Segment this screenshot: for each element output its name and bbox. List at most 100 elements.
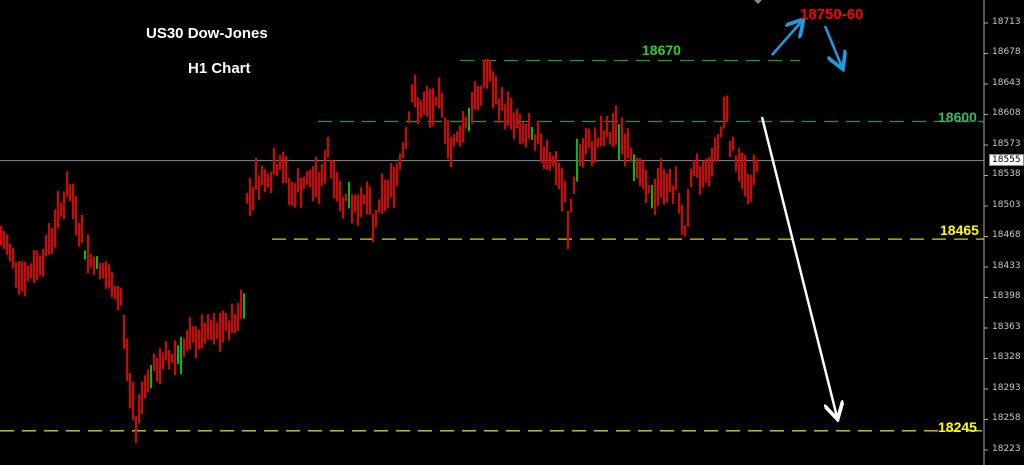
price-bar [12,247,14,269]
price-bar [186,329,188,351]
price-bar [654,178,656,216]
price-bar [711,147,713,177]
price-bar [138,394,140,424]
price-bar [276,163,278,177]
price-bar [108,264,110,289]
price-bar [240,289,242,319]
price-bar [579,143,581,167]
price-bar [597,137,599,148]
price-bar [561,168,563,212]
price-bar [708,157,710,187]
price-bar [609,132,611,145]
price-bar [303,176,305,190]
price-bar [21,261,23,292]
price-bar [642,160,644,189]
scroll-marker-icon [754,0,762,4]
price-bar [588,128,590,148]
price-bar [117,285,119,311]
price-bar [48,223,50,255]
price-bar [714,137,716,162]
current-price-label: 18555 [989,154,1024,166]
price-bar [237,303,239,332]
price-bar [732,136,734,152]
price-bar [390,162,392,198]
price-bar [531,127,533,140]
price-bar [18,260,20,295]
chart-subtitle: H1 Chart [188,60,251,77]
price-bar [687,188,689,227]
price-bar [570,198,572,213]
price-bar [45,235,47,257]
price-bar [720,126,722,138]
price-bar [75,196,77,236]
price-bar [189,317,191,350]
price-bar [696,153,698,178]
price-bar [525,123,527,148]
price-bar [621,117,623,155]
price-bar [402,142,404,159]
price-bar [663,169,665,205]
price-bar [225,312,227,332]
price-bar [678,192,680,214]
price-bar [498,98,500,124]
price-bar [495,76,497,105]
price-bar [468,107,470,132]
price-bar [444,117,446,144]
price-bar [9,243,11,262]
price-bar [534,134,536,151]
price-bar [270,171,272,194]
price-bar [366,181,368,215]
price-bar [129,372,131,409]
price-bar [228,320,230,341]
price-bar [105,261,107,289]
price-bar [309,169,311,188]
price-bar [147,369,149,393]
price-bar [615,105,617,145]
level-label-18465: 18465 [940,222,979,238]
price-bar [540,133,542,163]
price-bar [39,255,41,276]
price-bar [591,140,593,167]
price-bar [135,416,137,444]
price-bar [489,59,491,82]
price-bar [231,303,233,333]
price-bar [51,228,53,254]
price-bar [651,185,653,209]
price-bar [291,181,293,206]
price-bar [264,169,266,193]
price-bar [690,168,692,187]
price-bar [261,165,263,186]
price-bar [27,265,29,282]
level-label-18600: 18600 [938,109,977,125]
price-bar [417,97,419,125]
price-bar [81,214,83,244]
price-bar [594,127,596,163]
price-bar [723,96,725,129]
price-bar [252,187,254,211]
price-bar [465,116,467,129]
price-bar [513,112,515,140]
price-bar [627,128,629,159]
price-bar [453,134,455,147]
price-bar [330,159,332,179]
price-bar [354,194,356,213]
price-bar [450,136,452,168]
price-bar [567,210,569,250]
target-label: 18750-60 [800,6,864,23]
price-bar [306,171,308,185]
price-bar [522,122,524,144]
price-bar [165,341,167,361]
price-bar [399,153,401,170]
price-bar [474,81,476,110]
price-bar [360,187,362,217]
price-bar [279,154,281,170]
price-bar [99,262,101,280]
axis-tick-label: 18713 [992,17,1021,27]
price-bar [159,348,161,384]
axis-tick-label: 18398 [992,291,1021,302]
price-bar [90,253,92,268]
price-bar [717,134,719,161]
price-bar [606,116,608,138]
price-bar [486,58,488,89]
